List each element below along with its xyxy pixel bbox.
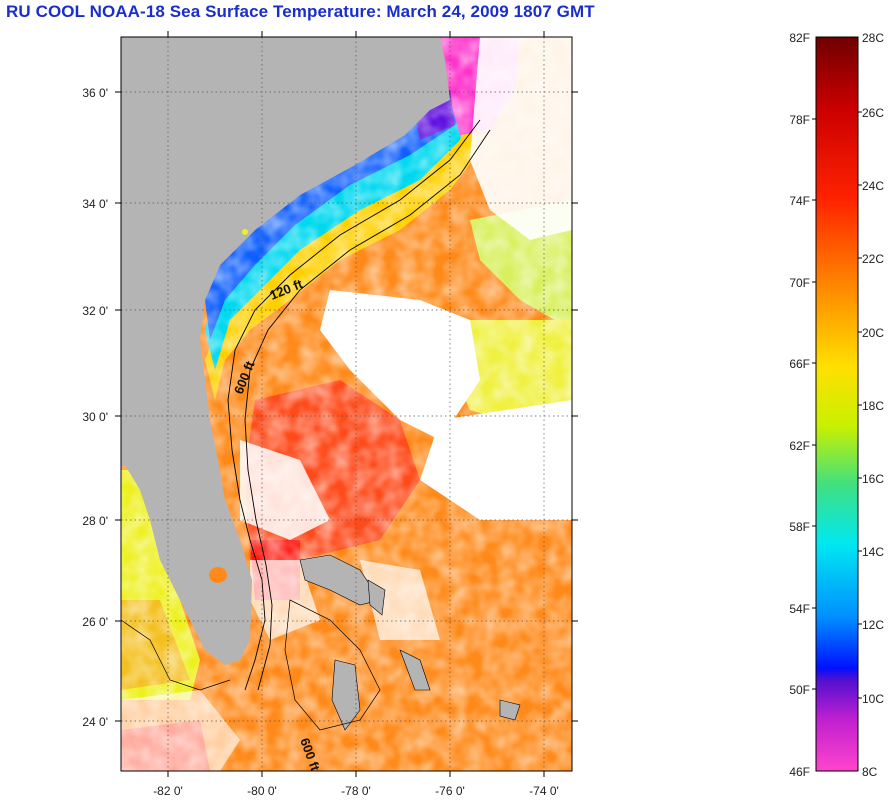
colorbar: [815, 36, 859, 772]
lat-label-30: 30 0': [82, 410, 108, 424]
lon-label-76: -76 0': [435, 784, 465, 798]
lat-label-36: 36 0': [82, 86, 108, 100]
lat-label-26: 26 0': [82, 615, 108, 629]
colorbar-f-58: 58F: [789, 520, 810, 534]
lat-label-28: 28 0': [82, 514, 108, 528]
inland-lake: [242, 229, 248, 235]
contour-120ft: [227, 119, 481, 691]
colorbar-ticks: [812, 111, 862, 699]
colorbar-c-10: 10C: [862, 692, 884, 706]
colorbar-c-28: 28C: [862, 31, 884, 45]
land-us-southeast: [121, 37, 450, 665]
colorbar-f-46: 46F: [789, 765, 810, 779]
colorbar-f-78: 78F: [789, 113, 810, 127]
colorbar-c-14: 14C: [862, 545, 884, 559]
map-title: RU COOL NOAA-18 Sea Surface Temperature:…: [6, 2, 595, 21]
graticule: [121, 37, 572, 771]
colorbar-f-54: 54F: [789, 602, 810, 616]
contour-gulf-shelf: [121, 619, 231, 691]
land-andros: [331, 659, 361, 731]
land-abaco: [367, 579, 386, 616]
map-area: 120 ft 600 ft 600 ft: [121, 37, 572, 771]
axis-tick-marks: [115, 31, 578, 777]
map-border: [120, 36, 573, 772]
colorbar-c-20: 20C: [862, 326, 884, 340]
lon-label-74: -74 0': [529, 784, 559, 798]
colorbar-f-82: 82F: [789, 31, 810, 45]
colorbar-f-62: 62F: [789, 439, 810, 453]
colorbar-c-22: 22C: [862, 252, 884, 266]
colorbar-c-12: 12C: [862, 618, 884, 632]
lon-label-80: -80 0': [247, 784, 277, 798]
colorbar-c-8: 8C: [862, 765, 878, 779]
colorbar-f-66: 66F: [789, 357, 810, 371]
land-eleuthera: [399, 649, 431, 691]
colorbar-f-50: 50F: [789, 683, 810, 697]
colorbar-c-18: 18C: [862, 399, 884, 413]
lat-label-24: 24 0': [82, 715, 108, 729]
colorbar-f-70: 70F: [789, 276, 810, 290]
land-san-salvador: [499, 699, 521, 721]
lat-label-34: 34 0': [82, 197, 108, 211]
colorbar-c-16: 16C: [862, 472, 884, 486]
lon-label-82: -82 0': [153, 784, 183, 798]
contour-bahama-bank: [284, 599, 381, 731]
lon-label-78: -78 0': [341, 784, 371, 798]
lat-label-32: 32 0': [82, 304, 108, 318]
colorbar-c-26: 26C: [862, 106, 884, 120]
lake-okeechobee: [209, 567, 227, 583]
colorbar-c-24: 24C: [862, 179, 884, 193]
colorbar-f-74: 74F: [789, 194, 810, 208]
contour-600ft: [244, 129, 491, 691]
